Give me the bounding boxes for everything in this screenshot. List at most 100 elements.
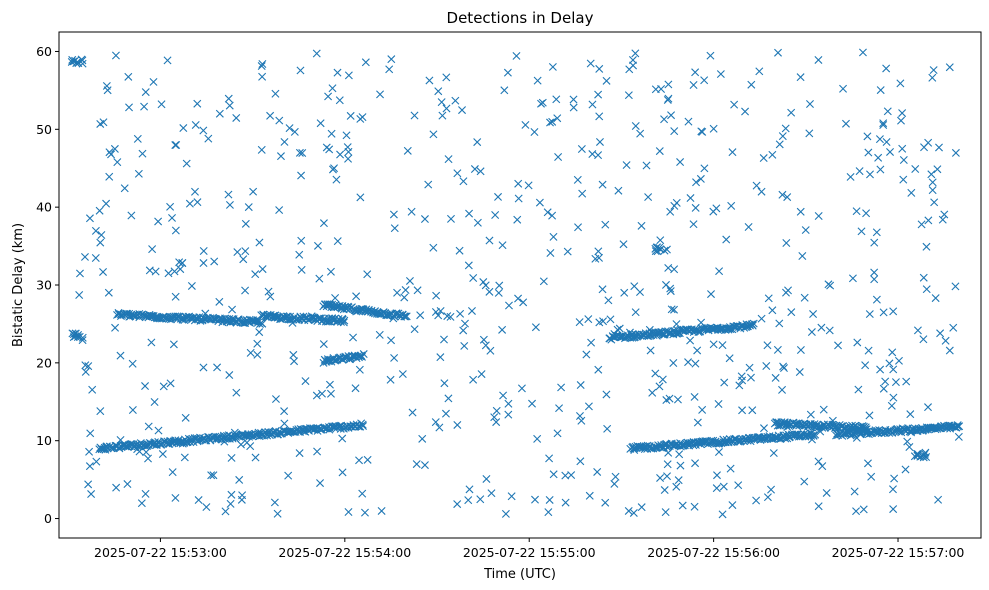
data-point <box>557 383 566 392</box>
data-point <box>295 148 304 157</box>
data-point <box>495 281 504 290</box>
data-point <box>574 223 583 232</box>
data-point <box>796 73 805 82</box>
data-point <box>390 353 399 362</box>
data-point <box>543 208 552 217</box>
data-point <box>602 76 611 85</box>
plot-frame <box>58 31 982 539</box>
data-point <box>251 453 260 462</box>
data-point <box>768 150 777 159</box>
data-point <box>928 73 937 82</box>
data-point <box>141 382 150 391</box>
data-point <box>297 171 306 180</box>
data-point <box>554 153 563 162</box>
data-point <box>225 101 234 110</box>
data-point <box>339 318 348 327</box>
data-point <box>319 219 328 228</box>
data-point <box>74 59 83 68</box>
y-tick-label: 40 <box>36 200 52 215</box>
data-point <box>720 378 729 387</box>
data-point <box>410 111 419 120</box>
data-point <box>858 48 867 57</box>
data-point <box>689 81 698 89</box>
data-point <box>418 434 427 443</box>
data-point <box>225 200 234 209</box>
data-point <box>328 165 337 174</box>
data-point <box>327 129 336 138</box>
data-point <box>686 194 695 203</box>
data-point <box>888 348 897 357</box>
data-point <box>667 305 676 314</box>
data-point <box>154 217 163 226</box>
data-point <box>344 508 353 516</box>
data-point <box>593 467 602 476</box>
data-point <box>273 509 282 518</box>
data-point <box>514 194 523 203</box>
data-point <box>227 453 236 462</box>
data-point <box>375 330 384 339</box>
data-point <box>757 314 766 323</box>
data-point <box>199 247 208 255</box>
data-point <box>258 60 267 69</box>
data-point <box>459 326 468 335</box>
data-point <box>876 86 885 95</box>
data-point <box>116 435 125 444</box>
data-point <box>490 413 499 422</box>
data-point <box>519 298 528 307</box>
data-point <box>202 503 211 512</box>
data-point <box>713 471 721 480</box>
data-point <box>209 471 218 480</box>
data-point <box>584 315 593 324</box>
chart-title: Detections in Delay <box>447 9 594 27</box>
data-point <box>951 282 960 291</box>
data-point <box>690 325 699 334</box>
data-point <box>465 485 474 494</box>
data-point <box>953 422 962 431</box>
data-point <box>854 385 863 394</box>
data-point <box>500 86 509 95</box>
data-point <box>578 189 587 198</box>
data-point <box>296 66 305 75</box>
data-point <box>270 498 279 507</box>
data-point <box>72 59 81 68</box>
data-point <box>215 297 224 306</box>
data-point <box>150 397 159 406</box>
data-point <box>481 281 490 290</box>
data-point <box>460 341 469 350</box>
data-point <box>693 346 702 355</box>
data-point <box>899 175 908 184</box>
data-point <box>598 285 607 294</box>
data-point <box>446 214 455 223</box>
data-point <box>249 187 258 196</box>
data-point <box>333 68 342 77</box>
data-point <box>91 226 100 235</box>
data-point <box>338 434 347 443</box>
data-point <box>563 247 572 256</box>
data-point <box>441 409 450 418</box>
data-point <box>128 406 137 415</box>
data-point <box>92 457 101 466</box>
data-point <box>807 328 816 337</box>
data-point <box>805 129 814 138</box>
data-point <box>400 312 409 321</box>
data-point <box>170 267 179 276</box>
data-point <box>295 250 304 259</box>
x-axis-ticks: 2025-07-22 15:53:00 2025-07-22 15:54:00 20… <box>94 538 964 560</box>
data-point <box>154 426 163 435</box>
data-point <box>84 362 93 371</box>
data-point <box>660 486 669 495</box>
data-point <box>930 198 939 207</box>
y-axis-ticks: 0 10 20 30 40 50 60 <box>36 44 59 526</box>
data-point <box>907 188 916 197</box>
data-point <box>891 378 900 387</box>
data-point <box>545 454 554 463</box>
data-point <box>637 221 646 230</box>
data-point <box>614 186 623 195</box>
data-point <box>204 134 213 143</box>
data-point <box>934 495 943 504</box>
data-point <box>796 346 805 354</box>
data-point <box>889 505 898 514</box>
data-point <box>725 354 734 363</box>
data-point <box>747 80 756 89</box>
data-point <box>852 207 861 216</box>
